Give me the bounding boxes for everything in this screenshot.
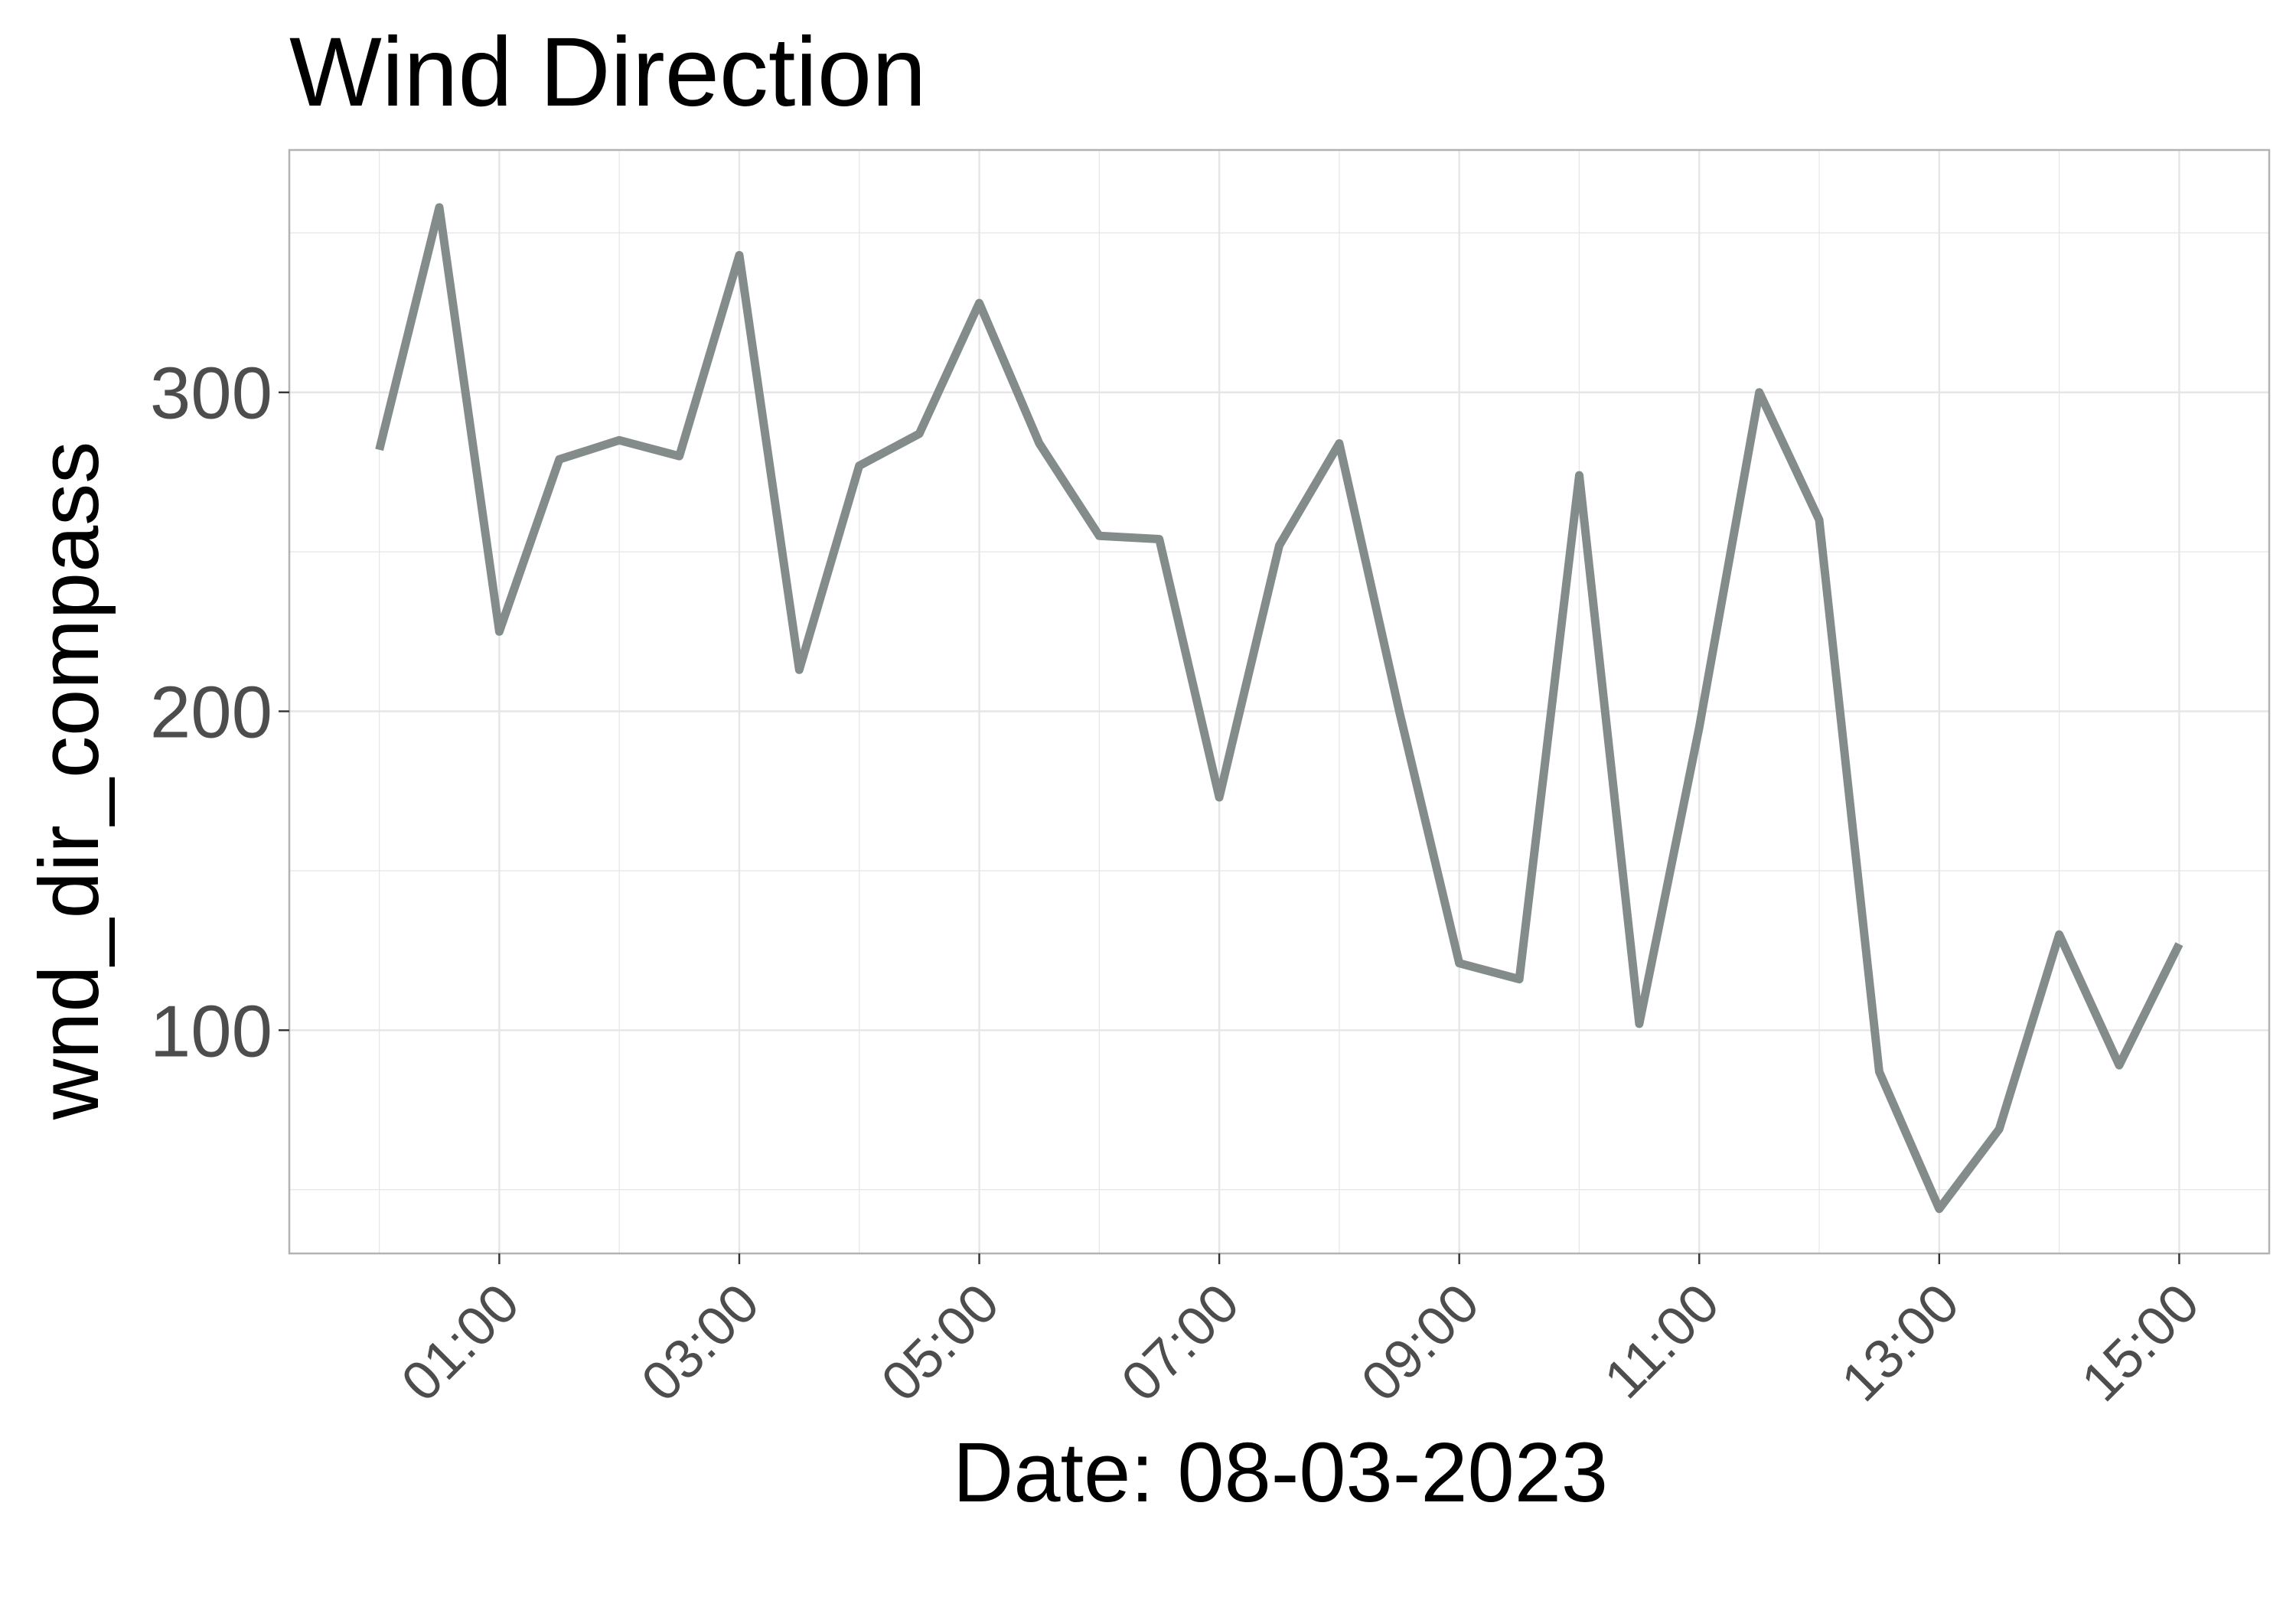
x-tick-label: 13:00: [1830, 1273, 1971, 1413]
y-axis-title: wnd_dir_compass: [22, 442, 116, 1121]
x-axis-title: Date: 08-03-2023: [953, 1426, 1608, 1520]
y-tick-label: 300: [150, 353, 272, 435]
x-tick-label: 03:00: [630, 1273, 771, 1413]
panel-border: [288, 148, 2271, 1255]
series: [375, 203, 2183, 1214]
y-tick-label: 100: [150, 990, 272, 1072]
x-tick-label: 07:00: [1110, 1273, 1251, 1413]
x-tick-label: 01:00: [390, 1273, 531, 1413]
x-tick-label: 09:00: [1350, 1273, 1491, 1413]
y-axis: 100 200 300: [150, 353, 289, 1072]
x-axis: 01:00 03:00 05:00 07:00 09:00 11:00 13:00 15:00: [390, 1253, 2211, 1413]
grid: [289, 150, 2269, 1253]
y-tick-label: 200: [150, 672, 272, 754]
x-tick-label: 15:00: [2070, 1273, 2211, 1413]
chart-title: Wind Direction: [289, 18, 926, 127]
series-line: [375, 203, 2183, 1214]
x-tick-label: 05:00: [870, 1273, 1011, 1413]
x-tick-label: 11:00: [1593, 1273, 1730, 1410]
